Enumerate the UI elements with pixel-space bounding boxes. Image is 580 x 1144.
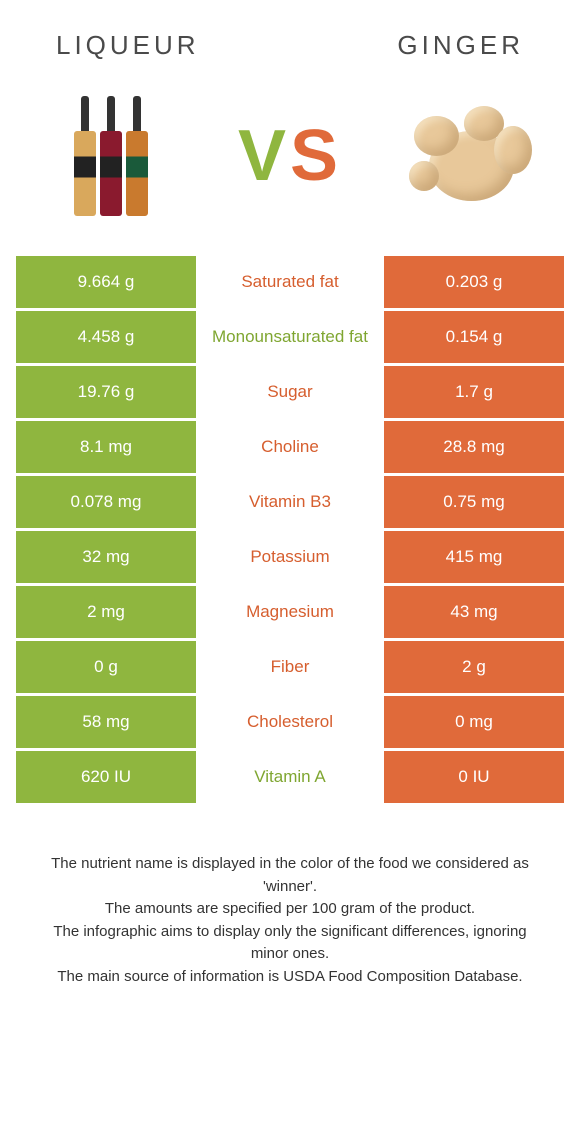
table-row: 0 gFiber2 g (16, 641, 564, 693)
vs-v: V (238, 116, 290, 196)
left-value: 32 mg (16, 531, 196, 583)
left-value: 620 IU (16, 751, 196, 803)
table-row: 620 IUVitamin A0 IU (16, 751, 564, 803)
footer-line: The infographic aims to display only the… (34, 921, 546, 966)
bottle-icon (100, 96, 122, 216)
footer-notes: The nutrient name is displayed in the co… (16, 803, 564, 988)
table-row: 9.664 gSaturated fat0.203 g (16, 256, 564, 308)
right-value: 2 g (384, 641, 564, 693)
nutrient-label: Vitamin A (199, 751, 381, 803)
left-value: 4.458 g (16, 311, 196, 363)
comparison-table: 9.664 gSaturated fat0.203 g4.458 gMonoun… (16, 256, 564, 803)
vs-s: S (290, 116, 342, 196)
left-value: 58 mg (16, 696, 196, 748)
nutrient-label: Vitamin B3 (199, 476, 381, 528)
nutrient-label: Sugar (199, 366, 381, 418)
header: LIQUEUR GINGER (16, 20, 564, 81)
table-row: 2 mgMagnesium43 mg (16, 586, 564, 638)
nutrient-label: Potassium (199, 531, 381, 583)
nutrient-label: Saturated fat (199, 256, 381, 308)
right-value: 0.75 mg (384, 476, 564, 528)
right-value: 0.154 g (384, 311, 564, 363)
table-row: 0.078 mgVitamin B30.75 mg (16, 476, 564, 528)
right-value: 415 mg (384, 531, 564, 583)
nutrient-label: Choline (199, 421, 381, 473)
nutrient-label: Fiber (199, 641, 381, 693)
nutrient-label: Cholesterol (199, 696, 381, 748)
left-value: 9.664 g (16, 256, 196, 308)
liqueur-image (46, 81, 176, 231)
left-value: 0.078 mg (16, 476, 196, 528)
right-value: 0.203 g (384, 256, 564, 308)
left-title: LIQUEUR (56, 30, 200, 61)
right-title: GINGER (397, 30, 524, 61)
table-row: 58 mgCholesterol0 mg (16, 696, 564, 748)
table-row: 8.1 mgCholine28.8 mg (16, 421, 564, 473)
vs-label: VS (238, 115, 342, 197)
bottle-icon (74, 96, 96, 216)
table-row: 4.458 gMonounsaturated fat0.154 g (16, 311, 564, 363)
left-value: 19.76 g (16, 366, 196, 418)
table-row: 19.76 gSugar1.7 g (16, 366, 564, 418)
right-value: 28.8 mg (384, 421, 564, 473)
table-row: 32 mgPotassium415 mg (16, 531, 564, 583)
nutrient-label: Magnesium (199, 586, 381, 638)
images-row: VS (16, 81, 564, 256)
nutrient-label: Monounsaturated fat (199, 311, 381, 363)
bottle-icon (126, 96, 148, 216)
right-value: 1.7 g (384, 366, 564, 418)
left-value: 0 g (16, 641, 196, 693)
left-value: 8.1 mg (16, 421, 196, 473)
right-value: 43 mg (384, 586, 564, 638)
footer-line: The amounts are specified per 100 gram o… (34, 898, 546, 921)
footer-line: The nutrient name is displayed in the co… (34, 853, 546, 898)
right-value: 0 IU (384, 751, 564, 803)
right-value: 0 mg (384, 696, 564, 748)
left-value: 2 mg (16, 586, 196, 638)
footer-line: The main source of information is USDA F… (34, 966, 546, 989)
ginger-image (404, 81, 534, 231)
